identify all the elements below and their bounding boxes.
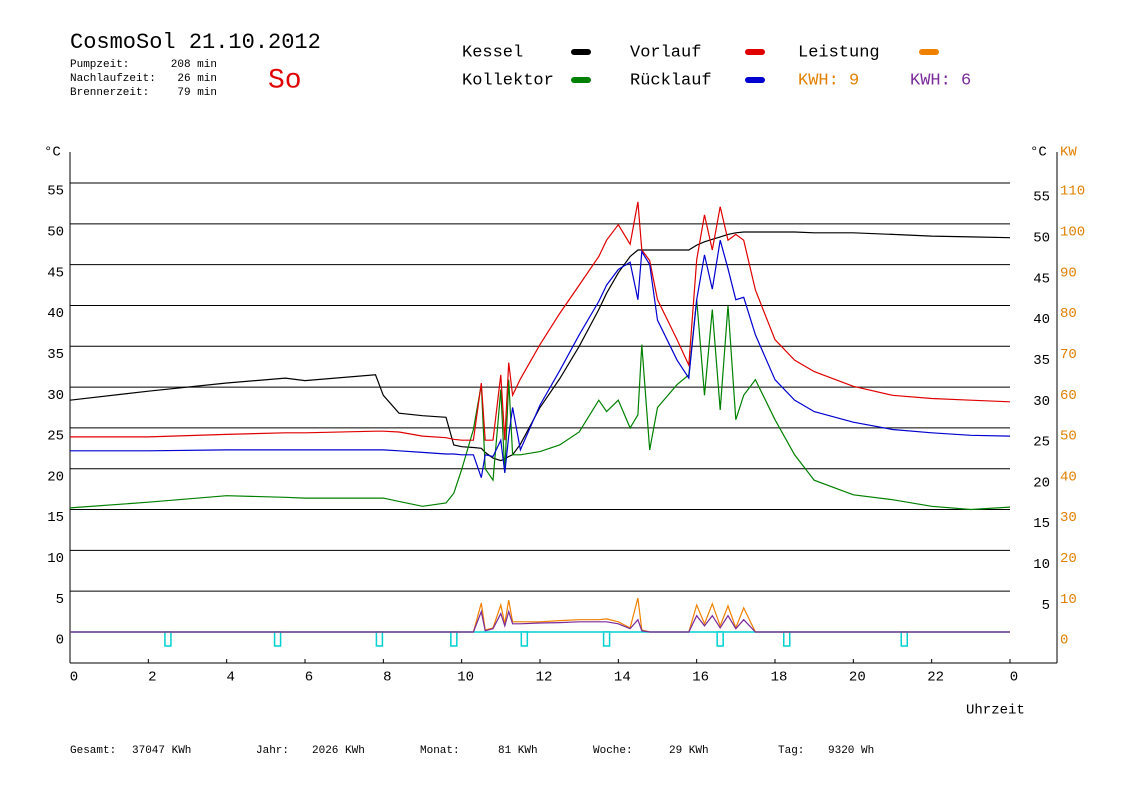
x-tick-label: 2 xyxy=(148,670,156,686)
y2-tick-label: 60 xyxy=(1060,388,1077,404)
y2-tick-label: 20 xyxy=(1060,551,1077,567)
x-tick-label: 22 xyxy=(927,670,944,686)
y-right-tick-label: 30 xyxy=(1033,394,1050,410)
legend-label: Vorlauf xyxy=(630,43,701,62)
series-line xyxy=(70,609,1010,633)
info-label: Nachlaufzeit: xyxy=(70,73,156,85)
y-right-tick-label: 10 xyxy=(1033,557,1050,573)
pump-marker xyxy=(164,631,172,647)
total-label: Jahr: xyxy=(256,745,289,757)
x-tick-label: 6 xyxy=(305,670,313,686)
x-tick-label: 8 xyxy=(383,670,391,686)
series-line xyxy=(69,231,1011,462)
legend-label: Leistung xyxy=(798,43,880,62)
y-right-axis-label: °C xyxy=(1030,145,1047,161)
y2-tick-label: 50 xyxy=(1060,429,1077,445)
y2-tick-label: 10 xyxy=(1060,592,1077,608)
x-tick-label: 4 xyxy=(226,670,234,686)
y2-tick-label: 30 xyxy=(1060,510,1077,526)
x-tick-label: 12 xyxy=(536,670,553,686)
series-line xyxy=(70,201,1011,441)
y2-tick-label: 70 xyxy=(1060,347,1077,363)
y-tick-label: 30 xyxy=(47,388,64,404)
y-right-tick-label: 35 xyxy=(1033,353,1050,369)
y-tick-label: 0 xyxy=(56,633,64,649)
y-right-tick-label: 5 xyxy=(1042,598,1050,614)
y-tick-label: 15 xyxy=(47,510,64,526)
pump-marker xyxy=(520,631,529,647)
x-tick-label: 0 xyxy=(70,670,78,686)
x-tick-label: 16 xyxy=(692,670,709,686)
pump-marker xyxy=(602,631,611,647)
pump-marker xyxy=(900,631,908,647)
x-tick-label: 20 xyxy=(849,670,866,686)
info-label: Pumpzeit: xyxy=(70,59,129,71)
info-label: Brennerzeit: xyxy=(70,87,149,99)
y-tick-label: 55 xyxy=(47,184,64,200)
total-value: 37047 KWh xyxy=(132,745,191,757)
kwh-label: KWH: 6 xyxy=(910,71,971,90)
y-tick-label: 35 xyxy=(47,347,64,363)
y-tick-label: 50 xyxy=(47,225,64,241)
y-tick-label: 45 xyxy=(47,265,64,281)
pump-marker xyxy=(450,631,458,647)
pump-marker xyxy=(375,631,384,647)
x-tick-label: 14 xyxy=(614,670,631,686)
total-value: 2026 KWh xyxy=(312,745,365,757)
info-value: 208 min xyxy=(171,59,217,71)
y2-tick-label: 40 xyxy=(1060,469,1077,485)
y2-tick-label: 90 xyxy=(1060,265,1077,281)
y-tick-label: 10 xyxy=(47,551,64,567)
x-tick-label: 18 xyxy=(771,670,788,686)
y2-axis-label: KW xyxy=(1060,145,1077,161)
legend-label: Kessel xyxy=(462,43,523,62)
total-value: 29 KWh xyxy=(669,745,709,757)
y2-tick-label: 80 xyxy=(1060,306,1077,322)
y-right-tick-label: 50 xyxy=(1033,231,1050,247)
y-right-tick-label: 40 xyxy=(1033,312,1050,328)
series-line xyxy=(69,299,1011,511)
total-label: Woche: xyxy=(593,745,633,757)
legend-label: Kollektor xyxy=(462,71,554,90)
kwh-label: KWH: 9 xyxy=(798,71,859,90)
y2-tick-label: 100 xyxy=(1060,225,1085,241)
legend-label: Rücklauf xyxy=(630,71,712,90)
pump-marker xyxy=(273,631,282,647)
total-value: 81 KWh xyxy=(498,745,538,757)
x-axis-label: Uhrzeit xyxy=(966,703,1025,719)
y-tick-label: 25 xyxy=(47,429,64,445)
y-right-tick-label: 45 xyxy=(1033,271,1050,287)
y-axis-label: °C xyxy=(44,145,61,161)
total-label: Gesamt: xyxy=(70,745,116,757)
y-right-tick-label: 55 xyxy=(1033,190,1050,206)
y2-tick-label: 110 xyxy=(1060,184,1085,200)
y-right-tick-label: 15 xyxy=(1033,516,1050,532)
info-value: 79 min xyxy=(177,87,217,99)
x-tick-label: 0 xyxy=(1010,670,1018,686)
total-label: Tag: xyxy=(778,745,804,757)
y-tick-label: 40 xyxy=(47,306,64,322)
weekday: So xyxy=(268,65,302,96)
chart-title: CosmoSol 21.10.2012 xyxy=(70,30,321,55)
y-tick-label: 5 xyxy=(56,592,64,608)
x-tick-label: 10 xyxy=(457,670,474,686)
y-right-tick-label: 25 xyxy=(1033,435,1050,451)
series-line xyxy=(70,597,1010,633)
y-right-tick-label: 20 xyxy=(1033,475,1050,491)
pump-marker xyxy=(716,631,724,647)
series-line xyxy=(70,240,1011,478)
pump-marker xyxy=(783,631,791,647)
y-tick-label: 20 xyxy=(47,469,64,485)
y2-tick-label: 0 xyxy=(1060,633,1068,649)
info-value: 26 min xyxy=(177,73,217,85)
total-label: Monat: xyxy=(420,745,460,757)
total-value: 9320 Wh xyxy=(828,745,874,757)
